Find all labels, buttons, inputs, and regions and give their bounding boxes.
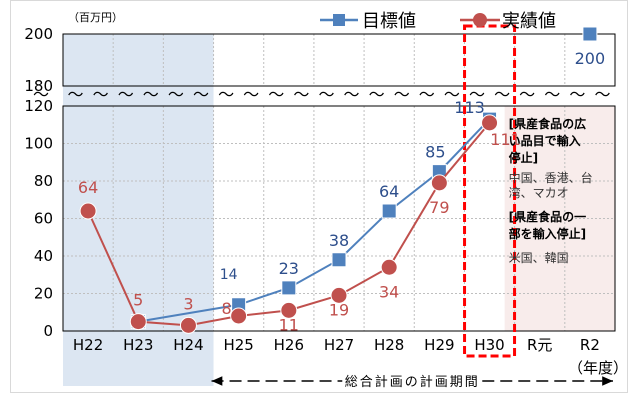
data-label-target: 85	[425, 143, 445, 162]
data-label-actual: 5	[133, 291, 143, 310]
data-label-target: 23	[279, 259, 299, 278]
axis-break-mark: 〜	[168, 85, 184, 104]
plan-period: 総合計画の計画期間	[211, 374, 613, 390]
y-tick-label: 200	[24, 25, 53, 43]
axis-break-mark: 〜	[344, 85, 360, 104]
y-tick-label: 60	[34, 210, 53, 228]
note-line: 湾、マカオ	[509, 185, 569, 200]
data-point-target	[381, 203, 397, 219]
legend-marker-target	[333, 14, 345, 26]
note-line: [県産食品の広	[509, 116, 587, 131]
data-point-actual	[129, 313, 147, 331]
data-point-actual	[330, 286, 348, 304]
y-tick-label: 0	[43, 322, 53, 340]
axis-break-mark: 〜	[544, 85, 560, 104]
note-line: 停止]	[509, 150, 539, 165]
axis-break-mark: 〜	[469, 85, 485, 104]
axis-break-mark: 〜	[68, 85, 84, 104]
data-label-actual: 3	[183, 294, 193, 313]
legend-marker-actual	[473, 13, 487, 27]
note-line: 部を輸入停止]	[509, 226, 587, 241]
y-tick-label: 100	[24, 135, 53, 153]
data-point-actual	[79, 202, 97, 220]
lower-panel-border	[62, 105, 616, 332]
note-line: [県産食品の一	[509, 209, 587, 224]
axis-break-mark: 〜	[243, 85, 259, 104]
axis-break-mark: 〜	[118, 85, 134, 104]
data-point-target	[331, 252, 347, 268]
x-tick-label: R2	[580, 336, 600, 354]
axis-break-mark: 〜	[494, 85, 510, 104]
data-label-target: 38	[329, 231, 349, 250]
data-point-target	[281, 280, 297, 296]
legend: 目標値 実績値	[320, 11, 556, 32]
axis-break-mark: 〜	[93, 85, 109, 104]
x-tick-label: H27	[324, 336, 354, 354]
data-point-target	[582, 26, 598, 42]
upper-panel-border	[62, 33, 616, 87]
x-tick-label: H26	[274, 336, 304, 354]
axis-break-mark: 〜	[369, 85, 385, 104]
data-label-target: 14	[220, 267, 238, 283]
x-tick-label: H28	[374, 336, 404, 354]
highlight-h30	[463, 24, 517, 358]
axis-break-mark: 〜	[193, 85, 209, 104]
axis-break-mark: 〜	[218, 85, 234, 104]
data-point-actual	[280, 301, 298, 319]
y-tick-label: 20	[34, 285, 53, 303]
y-tick-label: 120	[24, 97, 53, 115]
y-tick-label: 180	[24, 77, 53, 95]
x-tick-label: H24	[173, 336, 203, 354]
data-point-actual	[179, 316, 197, 334]
data-point-actual	[230, 307, 248, 325]
x-tick-label: H23	[123, 336, 153, 354]
legend-target-label: 目標値	[362, 11, 416, 32]
axis-break-mark: 〜	[33, 85, 49, 104]
note-line: い品目で輸入	[509, 133, 581, 148]
legend-actual-label: 実績値	[502, 11, 556, 32]
data-label-target: 64	[379, 182, 399, 201]
x-tick-label: R元	[527, 336, 552, 354]
data-point-actual	[380, 258, 398, 276]
data-label-actual: 34	[379, 282, 399, 301]
data-label-actual: 111	[490, 130, 521, 149]
axis-break-mark: 〜	[519, 85, 535, 104]
x-tick-label: H29	[424, 336, 454, 354]
data-point-actual	[481, 114, 499, 132]
x-tick-label: H30	[474, 336, 504, 354]
axis-break-mark: 〜	[444, 85, 460, 104]
data-point-actual	[430, 174, 448, 192]
axis-break-mark: 〜	[268, 85, 284, 104]
plan-period-label: 総合計画の計画期間	[345, 374, 480, 390]
data-label-actual: 64	[78, 178, 98, 197]
data-label-actual: 11	[279, 315, 299, 334]
axis-break-mark: 〜	[293, 85, 309, 104]
note-line: 米国、韓国	[509, 251, 569, 265]
y-tick-label: 80	[34, 172, 53, 190]
axis-break-mark: 〜	[594, 85, 610, 104]
fiscal-year-label: （年度）	[568, 359, 628, 377]
x-tick-label: H22	[73, 336, 103, 354]
axis-break-mark: 〜	[318, 85, 334, 104]
data-label-actual: 79	[429, 198, 449, 217]
data-label-actual: 8	[222, 299, 232, 318]
axis-break-mark: 〜	[394, 85, 410, 104]
x-tick-label: H25	[223, 336, 253, 354]
y-tick-label: 40	[34, 247, 53, 265]
axis-break-mark: 〜	[569, 85, 585, 104]
unit-label: （百万円）	[68, 11, 123, 24]
data-label-actual: 19	[329, 300, 349, 319]
note-line: 中国、香港、台	[509, 170, 593, 185]
axis-break-mark: 〜	[143, 85, 159, 104]
data-label-target: 113	[454, 98, 485, 117]
data-label-target: 200	[575, 49, 606, 68]
axis-break-mark: 〜	[419, 85, 435, 104]
